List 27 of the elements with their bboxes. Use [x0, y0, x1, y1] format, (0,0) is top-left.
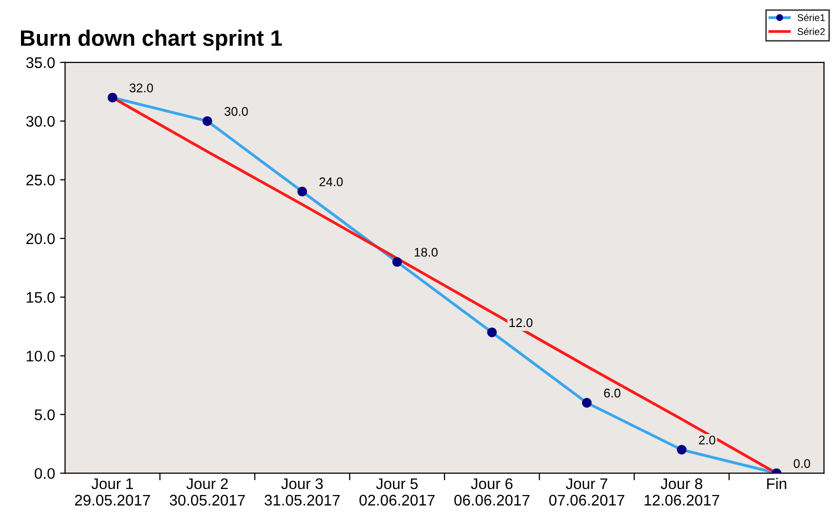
chart-title: Burn down chart sprint 1: [21, 30, 282, 50]
legend-label: Série1: [798, 14, 825, 22]
data-label: 12.0: [510, 318, 532, 328]
data-label: 32.0: [130, 84, 153, 92]
y-tick-label: 10.0: [26, 350, 55, 362]
y-tick-label: 35.0: [26, 57, 55, 68]
x-tick-label: Jour 5 02.06.2017: [359, 478, 435, 506]
x-tick-label: Fin: [767, 478, 786, 489]
legend-label: Série2: [798, 28, 825, 36]
x-tick-label: Jour 2 30.05.2017: [170, 478, 245, 506]
y-tick-label: 30.0: [26, 116, 55, 127]
y-tick-label: 15.0: [26, 292, 55, 303]
data-label: 24.0: [320, 177, 343, 186]
x-tick-label: Jour 1 29.05.2017: [75, 478, 150, 506]
y-tick-label: 25.0: [26, 174, 55, 186]
x-tick-label: Jour 8 12.06.2017: [644, 478, 720, 506]
data-label: 6.0: [604, 388, 620, 398]
x-tick-label: Jour 3 31.05.2017: [264, 478, 340, 506]
x-tick-label: Jour 6 06.06.2017: [454, 478, 530, 506]
y-tick-label: 20.0: [26, 233, 55, 244]
data-label: 0.0: [794, 459, 810, 468]
data-label: 2.0: [698, 436, 716, 444]
data-label: 30.0: [224, 106, 248, 116]
data-label: 18.0: [414, 248, 438, 257]
y-tick-label: 5.0: [34, 409, 55, 420]
x-tick-label: Jour 7 07.06.2017: [549, 478, 624, 506]
y-tick-label: 0.0: [34, 468, 55, 479]
